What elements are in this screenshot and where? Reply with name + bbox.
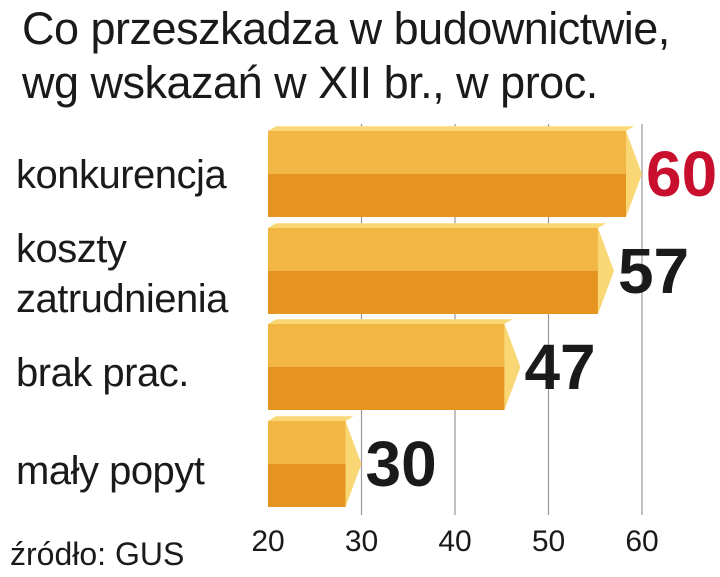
bar-top-face [268,223,606,228]
bars [268,126,642,507]
bar-lower-face [268,174,626,217]
value-label-3: 30 [366,428,437,500]
bar-top-face [268,319,513,324]
bar-1 [268,223,614,314]
tick-label-40: 40 [438,525,471,558]
bar-3 [268,416,362,507]
tick-label-50: 50 [532,525,565,558]
bar-upper-face [268,324,505,367]
bar-lower-face [268,464,346,507]
bar-top-face [268,416,354,421]
category-label-3: mały popyt [16,449,205,493]
bar-end-cap [504,324,521,410]
bar-lower-face [268,271,598,314]
value-label-2: 47 [524,331,595,403]
category-label-0: konkurencja [16,153,227,197]
bar-top-face [268,126,634,131]
source-note: źródło: GUS [10,536,185,572]
bar-end-cap [626,131,642,217]
title-line-1: Co przeszkadza w budownictwie, [22,3,670,54]
category-label-1-line-0: koszty [16,227,127,271]
tick-label-20: 20 [251,525,284,558]
bar-2 [268,319,521,410]
bar-upper-face [268,228,598,271]
bar-lower-face [268,367,505,410]
bar-upper-face [268,421,346,464]
value-label-1: 57 [618,235,689,307]
bar-end-cap [345,421,362,507]
title-line-2: wg wskazań w XII br., w proc. [22,57,598,108]
bar-0 [268,126,642,217]
value-labels: 60 57 47 30 [366,138,718,500]
tick-label-60: 60 [625,525,658,558]
bar-upper-face [268,131,626,174]
x-axis-ticks: 20 30 40 50 60 [251,525,658,558]
tick-label-30: 30 [345,525,378,558]
category-label-1-line-1: zatrudnienia [16,277,228,321]
bar-end-cap [597,228,614,314]
chart-title: Co przeszkadza w budownictwie, wg wskaza… [22,2,670,110]
category-label-2: brak prac. [16,351,189,395]
value-label-0: 60 [646,138,717,210]
